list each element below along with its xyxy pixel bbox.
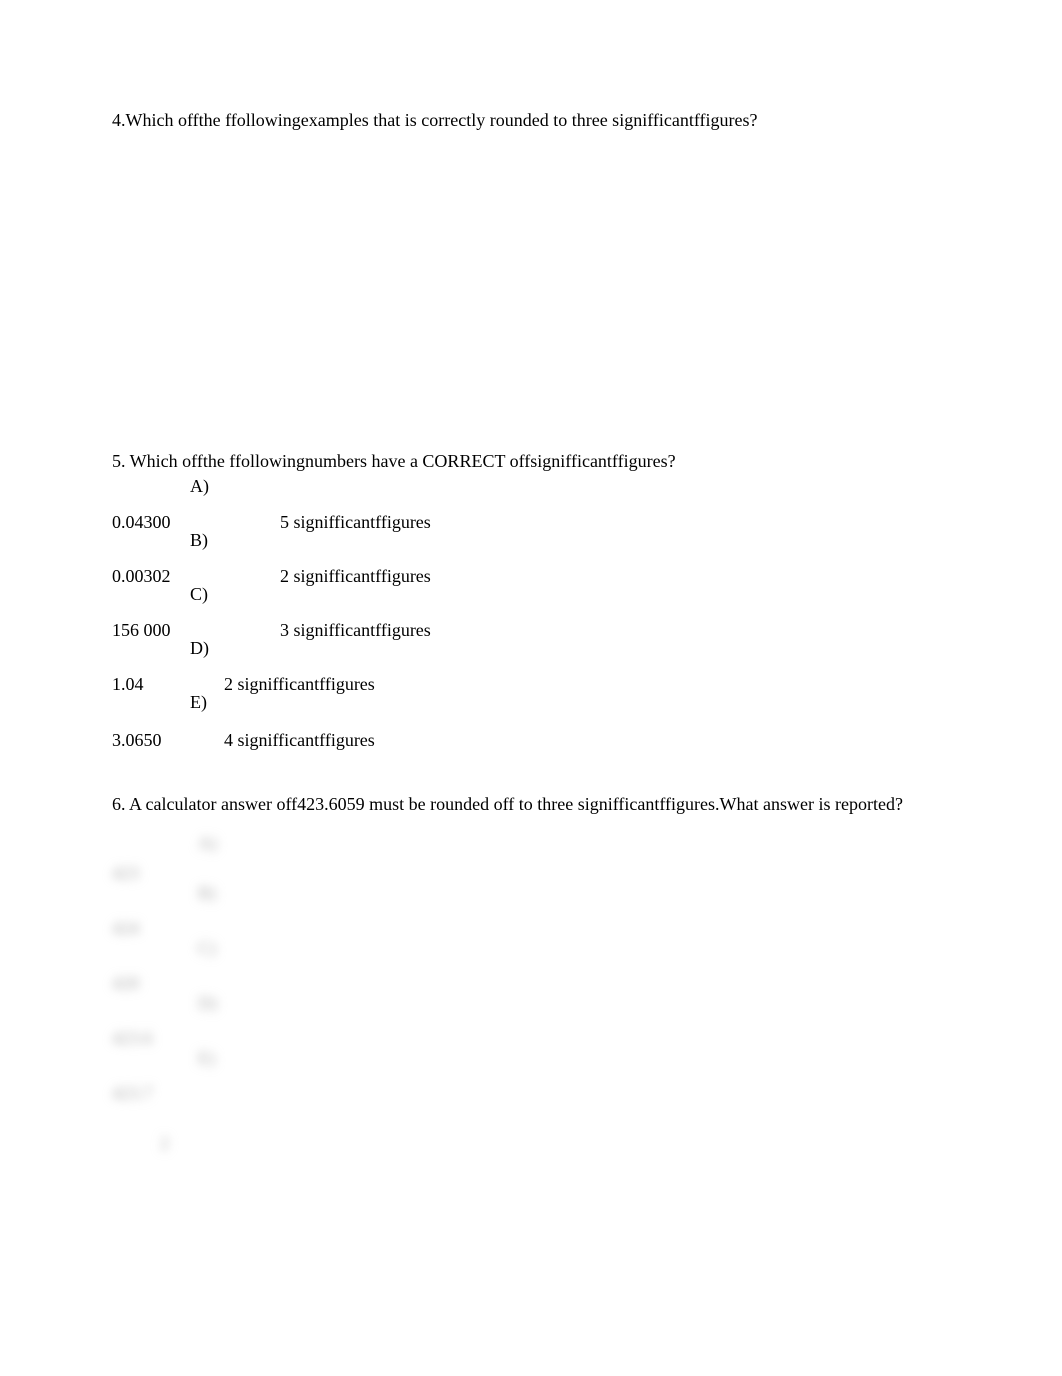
q5-option-letter-d: D) [190, 638, 209, 659]
q5-option-sig-c: 3 signifficantffigures [280, 620, 431, 641]
q5-option-sig-a: 5 signifficantffigures [280, 512, 431, 533]
q6-blur-letter-d: D) [198, 993, 217, 1014]
q5-option-letter-e: E) [190, 692, 207, 713]
question-6-options-blurred: A) 423 B) 424 C) 420 D) 423.6 E) 423.7 2 [112, 833, 950, 1163]
q5-option-number-b: 0.00302 [112, 566, 171, 587]
question-5: 5. Which offthe ffollowingnumbers have a… [112, 451, 950, 760]
q5-option-sig-b: 2 signifficantffigures [280, 566, 431, 587]
q5-option-sig-d: 2 signifficantffigures [224, 674, 375, 695]
q6-blur-footer: 2 [160, 1133, 169, 1154]
q5-option-sig-e: 4 signifficantffigures [224, 730, 375, 751]
q6-blur-letter-e: E) [198, 1048, 215, 1069]
q6-blur-num-3: 420 [112, 973, 139, 994]
q5-option-number-e: 3.0650 [112, 730, 162, 751]
question-5-stem: 5. Which offthe ffollowingnumbers have a… [112, 451, 950, 472]
q6-blur-letter-c: C) [198, 938, 216, 959]
q6-blur-num-1: 423 [112, 863, 139, 884]
q5-option-letter-a: A) [190, 476, 209, 497]
question-6: 6. A calculator answer off423.6059 must … [112, 794, 950, 815]
q5-option-letter-c: C) [190, 584, 208, 605]
q5-option-number-d: 1.04 [112, 674, 144, 695]
question-4: 4.Which offthe ffollowingexamples that i… [112, 110, 950, 131]
q6-blur-letter-a: A) [198, 833, 217, 854]
q5-option-number-a: 0.04300 [112, 512, 171, 533]
q6-blur-letter-b: B) [198, 883, 216, 904]
q6-blur-num-2: 424 [112, 918, 139, 939]
q5-option-letter-b: B) [190, 530, 208, 551]
q6-blur-num-4: 423.6 [112, 1028, 153, 1049]
q6-blur-num-5: 423.7 [112, 1083, 153, 1104]
q5-option-number-c: 156 000 [112, 620, 171, 641]
